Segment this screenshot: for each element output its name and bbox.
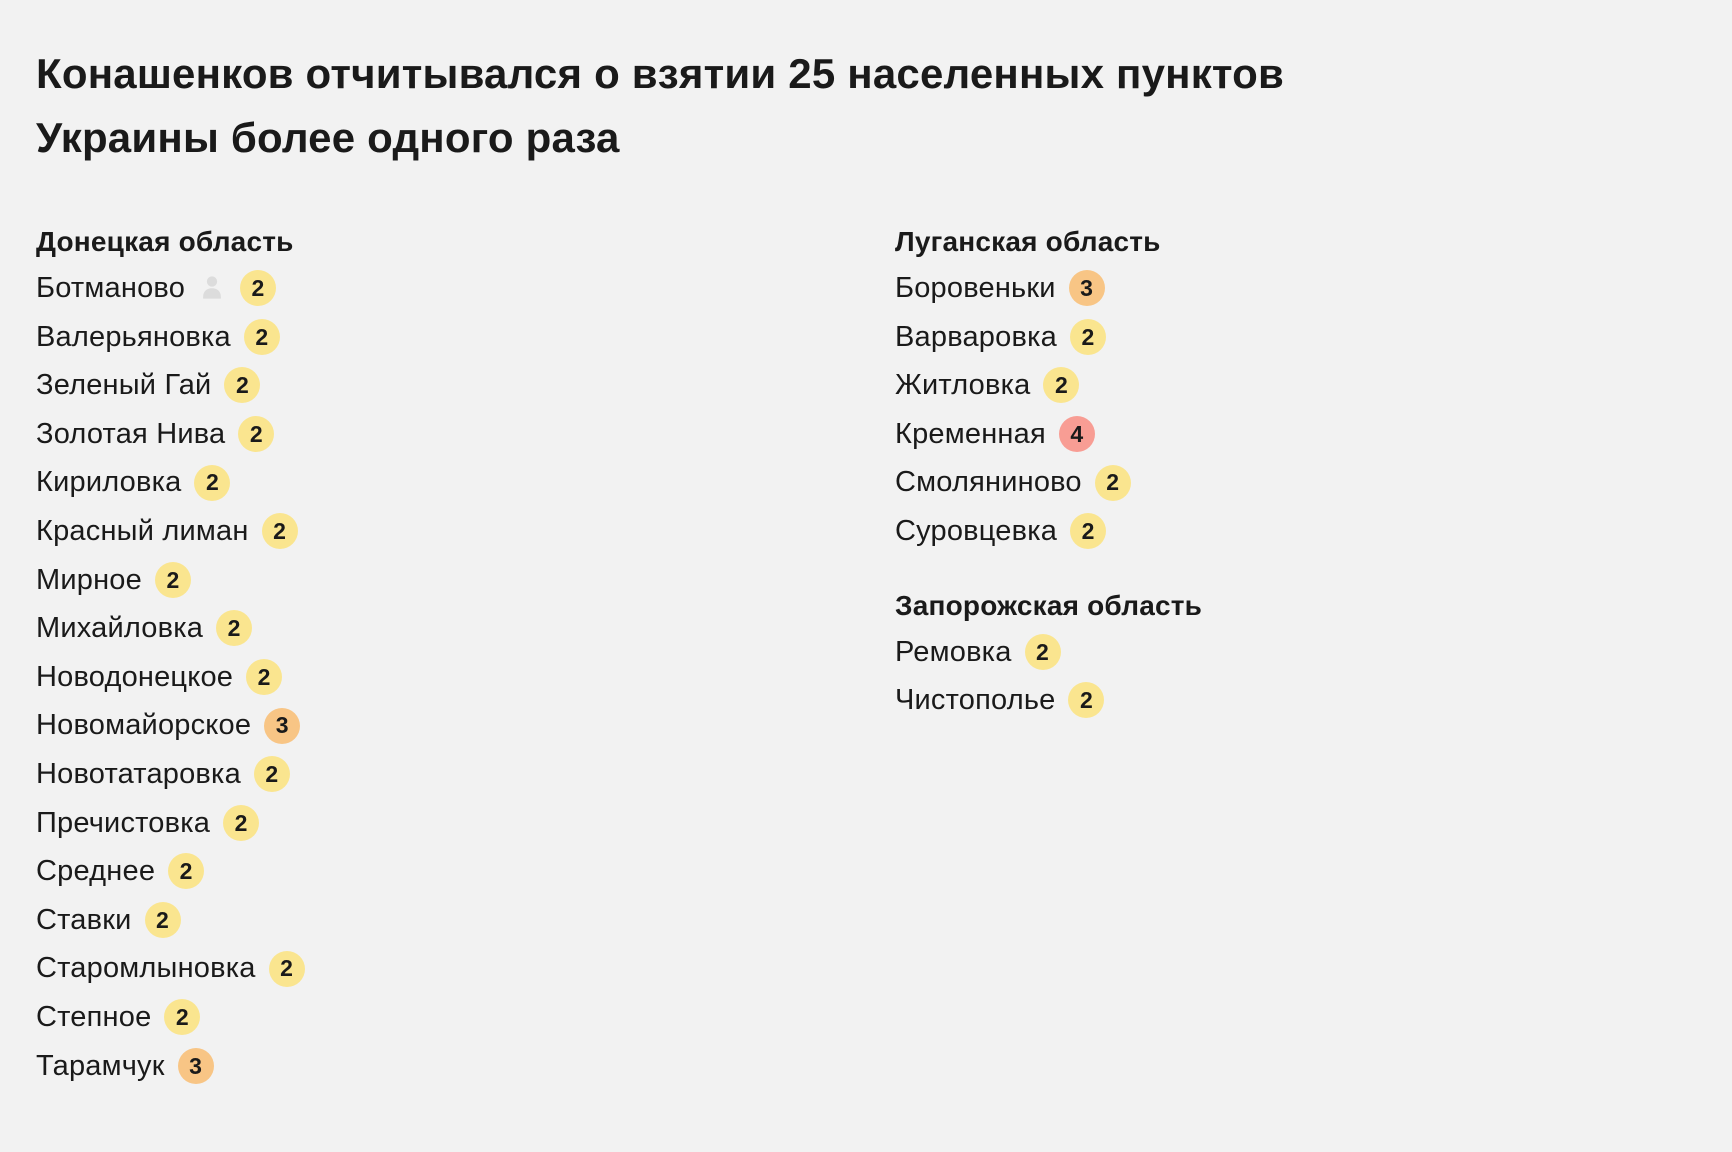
settlement-row: Кременная 4	[895, 410, 1696, 459]
settlement-row: Кириловка 2	[36, 458, 895, 507]
settlement-name: Житловка	[895, 369, 1031, 402]
settlement-row: Валерьяновка 2	[36, 313, 895, 362]
count-badge: 2	[1069, 318, 1106, 355]
count-badge: 2	[1024, 633, 1061, 670]
settlement-row: Тарамчук 3	[36, 1042, 895, 1091]
section-list: Ремовка 2 Чистополье 2	[895, 628, 1696, 725]
count-badge: 2	[1043, 367, 1080, 404]
settlement-row: Новотатаровка 2	[36, 750, 895, 799]
settlement-name: Пречистовка	[36, 806, 211, 839]
section-heading: Запорожская область	[895, 589, 1203, 621]
settlement-name: Боровеньки	[895, 272, 1056, 304]
region-section: Донецкая область Ботманово 2 Валерьяновк…	[36, 220, 895, 1090]
settlement-row: Ботманово 2	[36, 264, 895, 313]
settlement-name: Михайловка	[36, 612, 204, 645]
count-badge: 2	[243, 318, 280, 355]
settlement-row: Ремовка 2	[895, 628, 1696, 677]
count-badge: 2	[1068, 682, 1105, 719]
count-badge: 2	[144, 902, 181, 939]
settlement-name: Чистополье	[895, 684, 1056, 717]
settlement-name: Тарамчук	[36, 1049, 165, 1082]
count-badge: 3	[177, 1047, 214, 1084]
settlement-row: Ставки 2	[36, 896, 895, 945]
count-badge: 4	[1058, 416, 1095, 453]
settlement-name: Красный лиман	[36, 514, 249, 547]
settlement-name: Старомлыновка	[36, 952, 256, 985]
count-badge: 2	[1070, 513, 1107, 550]
settlement-row: Михайловка 2	[36, 604, 895, 653]
settlement-name: Ремовка	[895, 635, 1012, 668]
settlement-name: Ставки	[36, 903, 132, 936]
count-badge: 2	[223, 804, 260, 841]
region-section: Запорожская область Ремовка 2 Чистополье…	[895, 584, 1696, 725]
settlement-name: Новомайорское	[36, 709, 252, 742]
settlement-row: Суровцевка 2	[895, 507, 1696, 556]
columns-wrapper: Донецкая область Ботманово 2 Валерьяновк…	[36, 220, 1696, 1090]
count-badge: 2	[194, 464, 231, 501]
settlement-row: Боровеньки 3	[895, 264, 1696, 313]
settlement-name: Новотатаровка	[36, 757, 241, 790]
count-badge: 2	[164, 999, 201, 1036]
settlement-name: Кременная	[895, 417, 1046, 450]
settlement-row: Житловка 2	[895, 361, 1696, 410]
section-heading: Донецкая область	[36, 226, 294, 257]
settlement-name: Мирное	[36, 563, 142, 596]
settlement-row: Зеленый Гай 2	[36, 361, 895, 410]
settlement-row: Золотая Нива 2	[36, 410, 895, 459]
settlement-name: Смоляниново	[895, 466, 1082, 499]
settlement-row: Варваровка 2	[895, 313, 1696, 362]
count-badge: 2	[268, 950, 305, 987]
left-column: Донецкая область Ботманово 2 Валерьяновк…	[36, 220, 895, 1090]
region-section: Луганская область Боровеньки 3 Варваровк…	[895, 220, 1696, 556]
page-title: Конашенков отчитывался о взятии 25 насел…	[36, 50, 1285, 161]
settlement-row: Чистополье 2	[895, 676, 1696, 725]
settlement-name: Новодонецкое	[36, 660, 234, 693]
settlement-name: Кириловка	[36, 466, 182, 499]
count-badge: 2	[246, 659, 283, 696]
infographic-page: Конашенков отчитывался о взятии 25 насел…	[36, 50, 1696, 1090]
count-badge: 2	[238, 416, 275, 453]
settlement-row: Пречистовка 2	[36, 799, 895, 848]
settlement-row: Новодонецкое 2	[36, 653, 895, 702]
settlement-row: Новомайорское 3	[36, 701, 895, 750]
section-list: Ботманово 2 Валерьяновка 2 Зеленый Гай 2…	[36, 264, 895, 1090]
person-icon	[197, 273, 227, 303]
count-badge: 3	[264, 707, 301, 744]
settlement-row: Степное 2	[36, 993, 895, 1042]
settlement-name: Золотая Нива	[36, 417, 226, 450]
count-badge: 2	[168, 853, 205, 890]
settlement-name: Ботманово	[36, 272, 186, 304]
settlement-name: Среднее	[36, 855, 156, 888]
settlement-name: Зеленый Гай	[36, 369, 212, 402]
section-heading: Луганская область	[895, 226, 1161, 257]
settlement-name: Суровцевка	[895, 514, 1058, 547]
count-badge: 2	[261, 513, 298, 550]
settlement-row: Мирное 2	[36, 556, 895, 605]
count-badge: 2	[224, 367, 261, 404]
count-badge: 2	[253, 756, 290, 793]
section-list: Боровеньки 3 Варваровка 2 Житловка 2 Кре…	[895, 264, 1696, 556]
settlement-name: Варваровка	[895, 320, 1057, 353]
count-badge: 2	[154, 561, 191, 598]
settlement-row: Красный лиман 2	[36, 507, 895, 556]
count-badge: 2	[1094, 464, 1131, 501]
settlement-row: Среднее 2	[36, 847, 895, 896]
right-column: Луганская область Боровеньки 3 Варваровк…	[895, 220, 1696, 1090]
settlement-row: Старомлыновка 2	[36, 944, 895, 993]
settlement-name: Валерьяновка	[36, 320, 231, 353]
count-badge: 2	[216, 610, 253, 647]
count-badge: 2	[240, 270, 277, 307]
settlement-row: Смоляниново 2	[895, 458, 1696, 507]
count-badge: 3	[1068, 270, 1105, 307]
settlement-name: Степное	[36, 1000, 152, 1033]
